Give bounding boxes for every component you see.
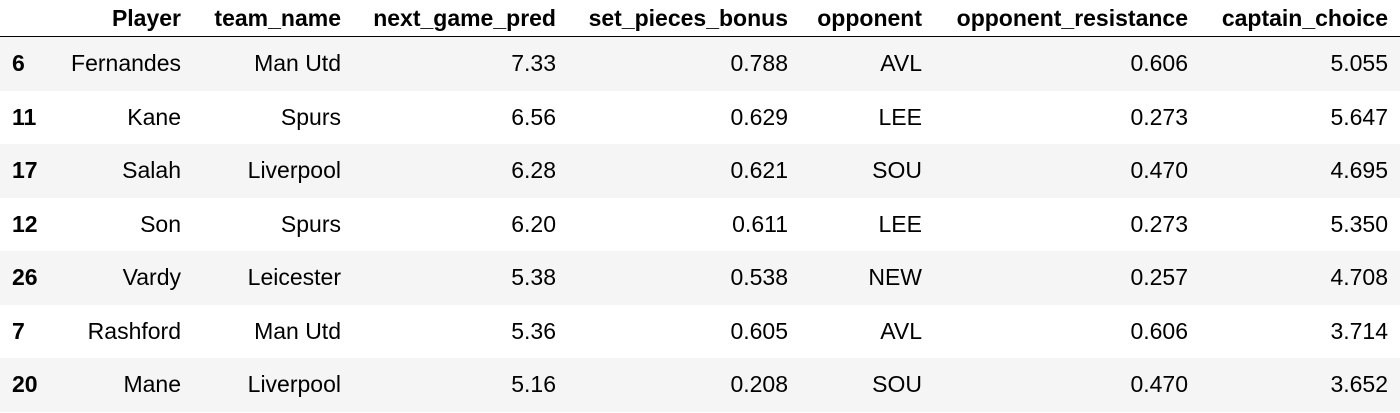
row-index: 7 xyxy=(12,317,25,344)
cell-next-game-pred: 5.36 xyxy=(511,317,556,344)
cell-player: Son xyxy=(140,210,181,237)
cell-opponent: AVL xyxy=(880,50,922,77)
cell-next-game-pred: 6.56 xyxy=(511,103,556,130)
cell-next-game-pred: 6.28 xyxy=(511,157,556,184)
cell-captain-choice: 3.714 xyxy=(1330,317,1388,344)
cell-set-pieces-bonus: 0.208 xyxy=(730,371,788,398)
row-index: 17 xyxy=(12,157,38,184)
cell-player: Fernandes xyxy=(71,50,181,77)
cell-opponent: SOU xyxy=(872,371,922,398)
cell-set-pieces-bonus: 0.605 xyxy=(730,317,788,344)
cell-set-pieces-bonus: 0.538 xyxy=(730,264,788,291)
column-header-opponent: opponent xyxy=(800,0,934,37)
table-row: 6 Fernandes Man Utd 7.33 0.788 AVL 0.606… xyxy=(0,36,1400,91)
column-header-player: Player xyxy=(54,0,193,37)
row-index: 12 xyxy=(12,210,38,237)
cell-opponent-resistance: 0.606 xyxy=(1130,317,1188,344)
table-row: 7 Rashford Man Utd 5.36 0.605 AVL 0.606 … xyxy=(0,304,1400,358)
cell-opponent-resistance: 0.470 xyxy=(1130,371,1188,398)
cell-opponent-resistance: 0.273 xyxy=(1130,103,1188,130)
row-index: 26 xyxy=(12,264,38,291)
cell-opponent-resistance: 0.470 xyxy=(1130,157,1188,184)
cell-team-name: Leicester xyxy=(247,264,341,291)
index-header xyxy=(0,0,54,37)
cell-opponent: AVL xyxy=(880,317,922,344)
cell-player: Vardy xyxy=(122,264,181,291)
cell-captain-choice: 5.350 xyxy=(1330,210,1388,237)
cell-opponent-resistance: 0.606 xyxy=(1130,50,1188,77)
cell-opponent: LEE xyxy=(878,103,922,130)
cell-captain-choice: 5.647 xyxy=(1330,103,1388,130)
cell-player: Salah xyxy=(122,157,181,184)
cell-player: Rashford xyxy=(87,317,181,344)
table-row: 20 Mane Liverpool 5.16 0.208 SOU 0.470 3… xyxy=(0,358,1400,412)
cell-captain-choice: 4.695 xyxy=(1330,157,1388,184)
cell-next-game-pred: 6.20 xyxy=(511,210,556,237)
row-index: 11 xyxy=(12,103,37,130)
table-header: Player team_name next_game_pred set_piec… xyxy=(0,0,1400,37)
cell-opponent-resistance: 0.257 xyxy=(1130,264,1188,291)
cell-next-game-pred: 5.38 xyxy=(511,264,556,291)
cell-team-name: Liverpool xyxy=(247,157,341,184)
cell-team-name: Spurs xyxy=(280,103,341,130)
column-header-next-game-pred: next_game_pred xyxy=(353,0,568,37)
table-row: 11 Kane Spurs 6.56 0.629 LEE 0.273 5.647 xyxy=(0,90,1400,144)
cell-captain-choice: 5.055 xyxy=(1330,50,1388,77)
cell-next-game-pred: 7.33 xyxy=(511,50,556,77)
cell-player: Kane xyxy=(127,103,181,130)
cell-team-name: Spurs xyxy=(280,210,341,237)
column-header-set-pieces-bonus: set_pieces_bonus xyxy=(568,0,800,37)
row-index: 20 xyxy=(12,371,38,398)
column-header-captain-choice: captain_choice xyxy=(1200,0,1400,37)
cell-team-name: Man Utd xyxy=(254,50,341,77)
cell-captain-choice: 4.708 xyxy=(1330,264,1388,291)
table-row: 26 Vardy Leicester 5.38 0.538 NEW 0.257 … xyxy=(0,251,1400,305)
column-header-opponent-resistance: opponent_resistance xyxy=(934,0,1200,37)
cell-opponent: NEW xyxy=(868,264,922,291)
cell-next-game-pred: 5.16 xyxy=(511,371,556,398)
row-index: 6 xyxy=(12,50,25,77)
header-row: Player team_name next_game_pred set_piec… xyxy=(0,0,1400,37)
cell-player: Mane xyxy=(123,371,181,398)
cell-opponent: SOU xyxy=(872,157,922,184)
cell-set-pieces-bonus: 0.611 xyxy=(732,210,788,237)
cell-set-pieces-bonus: 0.621 xyxy=(730,157,788,184)
table-body: 6 Fernandes Man Utd 7.33 0.788 AVL 0.606… xyxy=(0,36,1400,412)
table-row: 17 Salah Liverpool 6.28 0.621 SOU 0.470 … xyxy=(0,144,1400,198)
cell-set-pieces-bonus: 0.629 xyxy=(730,103,788,130)
cell-opponent-resistance: 0.273 xyxy=(1130,210,1188,237)
cell-captain-choice: 3.652 xyxy=(1330,371,1388,398)
cell-opponent: LEE xyxy=(878,210,922,237)
table-row: 12 Son Spurs 6.20 0.611 LEE 0.273 5.350 xyxy=(0,197,1400,251)
cell-set-pieces-bonus: 0.788 xyxy=(730,50,788,77)
cell-team-name: Liverpool xyxy=(247,371,341,398)
cell-team-name: Man Utd xyxy=(254,317,341,344)
column-header-team-name: team_name xyxy=(193,0,353,37)
